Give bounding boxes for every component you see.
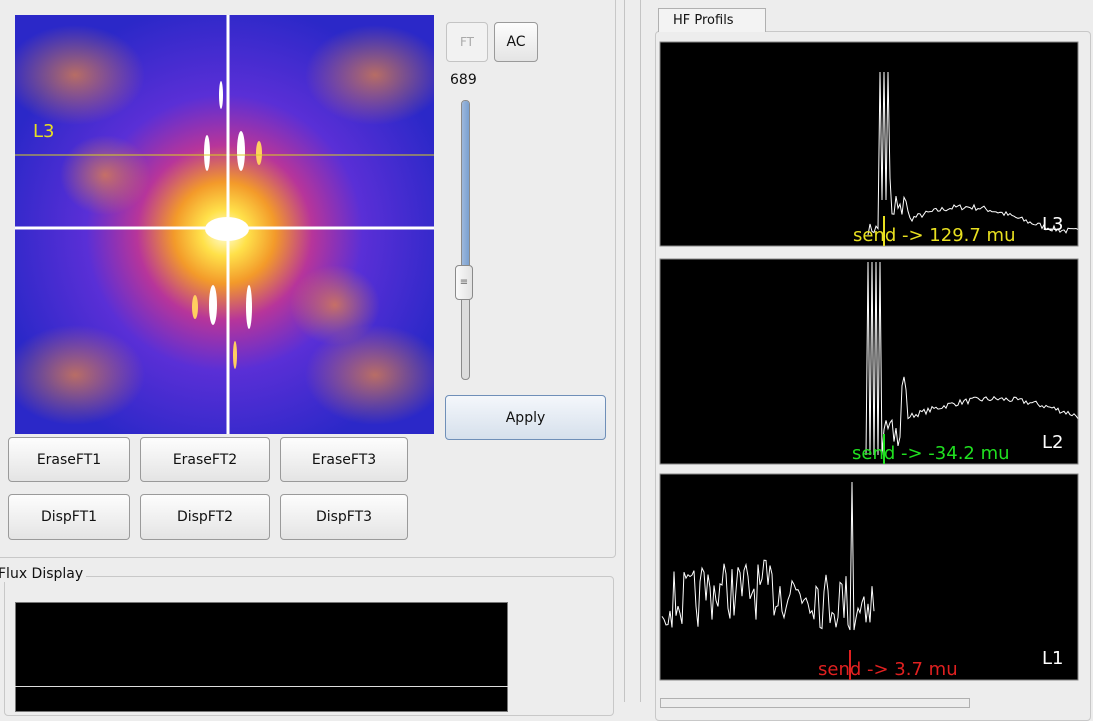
apply-button[interactable]: Apply <box>445 395 606 440</box>
left-panel <box>0 0 616 558</box>
separator <box>624 0 625 702</box>
disp-button[interactable]: DispFT3 <box>280 494 408 540</box>
hf-tab[interactable]: HF Profils <box>658 8 766 32</box>
separator <box>640 0 641 702</box>
bottom-box <box>660 698 970 708</box>
disp-button[interactable]: DispFT2 <box>140 494 270 540</box>
flux-plot <box>15 602 508 712</box>
disp-button[interactable]: DispFT1 <box>8 494 130 540</box>
slider-fill <box>462 101 469 271</box>
flux-title: Flux Display <box>0 566 87 582</box>
slider-value: 689 <box>450 72 477 88</box>
image-label: L3 <box>33 121 54 142</box>
glow <box>60 135 150 215</box>
ft-button[interactable]: FT <box>446 22 488 62</box>
glow <box>15 325 145 425</box>
glow <box>15 25 145 125</box>
glow <box>305 25 434 125</box>
glow <box>305 325 434 425</box>
ac-button[interactable]: AC <box>494 22 538 62</box>
glow <box>290 265 380 345</box>
hf-group <box>655 31 1091 721</box>
slider-handle[interactable]: ≡ <box>455 265 473 300</box>
erase-button[interactable]: EraseFT2 <box>140 437 270 482</box>
erase-button[interactable]: EraseFT3 <box>280 437 408 482</box>
fft-image: L3 <box>15 15 434 434</box>
spots <box>192 81 262 369</box>
erase-button[interactable]: EraseFT1 <box>8 437 130 482</box>
flux-line <box>15 686 508 687</box>
